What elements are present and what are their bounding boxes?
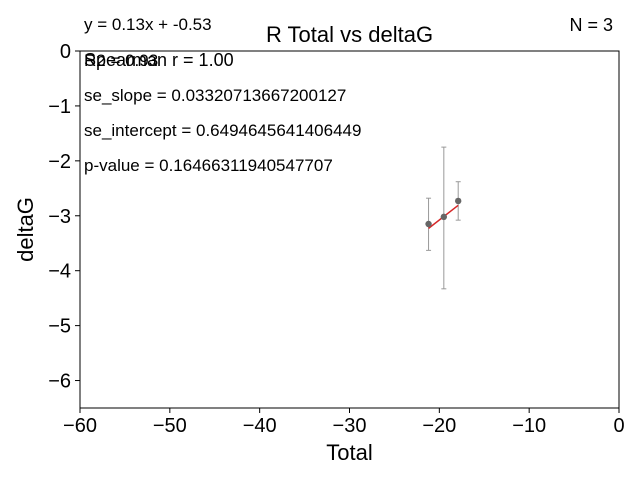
x-tick-label: −30 — [333, 415, 367, 437]
y-tick-label: −2 — [48, 151, 71, 173]
y-tick-label: −4 — [48, 261, 71, 283]
chart-title: R Total vs deltaG — [266, 22, 433, 47]
x-tick-label: −50 — [153, 415, 187, 437]
se-intercept-annotation: se_intercept = 0.6494645641406449 — [84, 121, 361, 140]
data-point — [425, 220, 432, 228]
y-axis-label: deltaG — [13, 197, 38, 262]
se-slope-annotation: se_slope = 0.03320713667200127 — [84, 86, 346, 105]
x-axis-label: Total — [326, 440, 372, 465]
spearman-annotation: Spearman r = 1.00 — [84, 50, 234, 70]
y-tick-label: 0 — [60, 41, 71, 63]
data-point — [454, 197, 462, 205]
x-tick-label: −20 — [422, 415, 456, 437]
n-annotation: N = 3 — [569, 15, 613, 35]
y-tick-label: −1 — [48, 96, 71, 118]
p-value-annotation: p-value = 0.16466311940547707 — [84, 156, 333, 175]
plot-frame — [79, 50, 620, 409]
x-tick-label: −40 — [243, 415, 277, 437]
data-point — [440, 213, 448, 221]
r2-annotation: R2 = 0.93 — [84, 51, 158, 70]
x-tick-label: −60 — [63, 415, 97, 437]
equation-annotation: y = 0.13x + -0.53 — [84, 15, 212, 34]
y-tick-label: −6 — [48, 371, 71, 393]
x-tick-label: 0 — [613, 415, 624, 437]
y-tick-label: −5 — [48, 316, 71, 338]
y-tick-label: −3 — [48, 206, 71, 228]
x-tick-label: −10 — [512, 415, 546, 437]
